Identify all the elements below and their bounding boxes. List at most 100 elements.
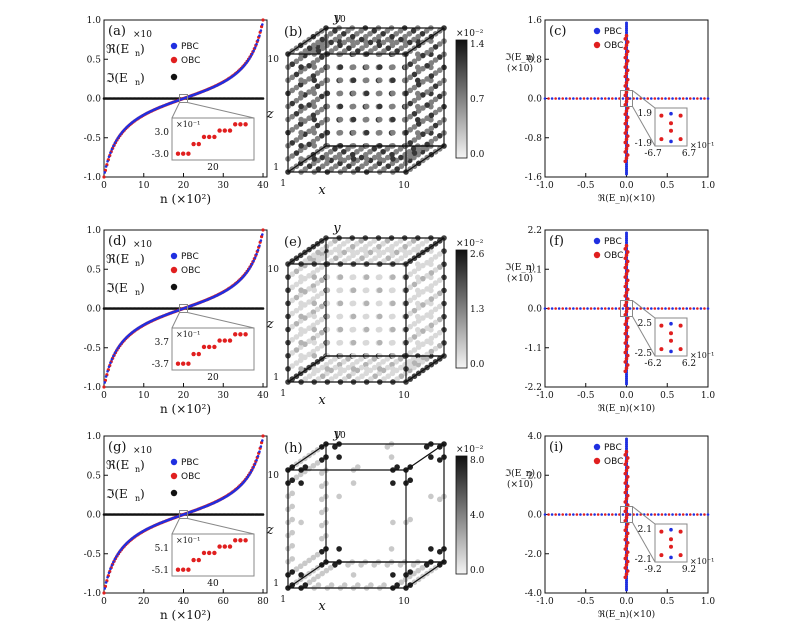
density-point bbox=[358, 364, 365, 371]
density-point bbox=[350, 77, 357, 84]
legend: ℜ(E n) PBC OBC ℑ(E n) bbox=[106, 458, 200, 503]
obc-point bbox=[674, 513, 678, 516]
pbc-point bbox=[564, 513, 568, 516]
density-point bbox=[310, 576, 317, 583]
pbc-point bbox=[625, 382, 628, 386]
density-point bbox=[311, 274, 318, 280]
density-point bbox=[289, 297, 296, 304]
obc-point bbox=[646, 97, 650, 100]
axis-label-z: z bbox=[266, 523, 274, 538]
density-point bbox=[411, 97, 418, 104]
density-point bbox=[376, 42, 383, 49]
obc-point bbox=[624, 497, 629, 501]
density-point bbox=[306, 115, 312, 122]
density-point bbox=[415, 108, 422, 114]
obc-point bbox=[703, 307, 706, 310]
density-point bbox=[297, 68, 304, 75]
density-point bbox=[328, 48, 335, 54]
density-point bbox=[314, 57, 321, 63]
density-point bbox=[390, 129, 396, 136]
obc-point bbox=[623, 247, 628, 251]
zoom-marker bbox=[620, 506, 633, 523]
density-point bbox=[354, 376, 361, 382]
density-point bbox=[297, 94, 304, 101]
density-point bbox=[397, 238, 404, 244]
pbc-point bbox=[109, 567, 112, 571]
density-point bbox=[289, 556, 296, 562]
density-point bbox=[349, 33, 356, 40]
pbc-point bbox=[543, 513, 547, 516]
legend-obc-marker bbox=[593, 41, 601, 49]
density-point bbox=[289, 490, 296, 497]
inset-point bbox=[669, 544, 673, 549]
density-point bbox=[420, 78, 426, 85]
density-point bbox=[324, 156, 331, 162]
legend-pbc-marker bbox=[170, 42, 178, 50]
density-point bbox=[345, 562, 351, 568]
complex-panel: -1.0 -0.5 0.0 0.5 1.0 1.6 0.8 0.0 -0.8 -1.6 ℜ(E_n)… bbox=[505, 16, 716, 204]
density-point bbox=[363, 77, 370, 84]
density-point bbox=[293, 150, 300, 156]
inset-ytick: 2.5 bbox=[638, 319, 653, 329]
density-point bbox=[311, 129, 318, 136]
obc-point bbox=[623, 528, 628, 532]
density-point bbox=[289, 153, 296, 159]
y-tick-label: 2.2 bbox=[528, 226, 542, 236]
y-tick-label: 2.0 bbox=[528, 471, 543, 481]
density-point bbox=[341, 166, 348, 172]
obc-point bbox=[261, 228, 265, 232]
obc-point bbox=[646, 513, 650, 516]
density-point bbox=[415, 68, 422, 75]
density-point bbox=[324, 64, 331, 70]
density-point bbox=[298, 116, 304, 123]
density-point bbox=[376, 326, 383, 333]
y-axis-scale: (×10) bbox=[507, 273, 533, 284]
density-point bbox=[310, 462, 317, 469]
density-point bbox=[302, 582, 309, 588]
obc-point bbox=[625, 316, 630, 320]
density-point bbox=[385, 255, 392, 262]
legend-obc-label: OBC bbox=[604, 41, 623, 51]
density-point bbox=[359, 255, 365, 262]
density-point bbox=[363, 103, 370, 110]
pbc-point bbox=[657, 97, 660, 100]
density-point bbox=[302, 560, 308, 567]
density-point bbox=[415, 304, 422, 311]
density-point bbox=[337, 313, 344, 320]
density-point bbox=[363, 42, 370, 49]
pbc-point bbox=[557, 97, 561, 100]
density-point bbox=[310, 554, 317, 561]
obc-point bbox=[623, 369, 628, 374]
obc-point bbox=[561, 97, 565, 100]
pbc-point bbox=[628, 307, 632, 310]
density-point bbox=[319, 570, 326, 577]
inset-point bbox=[217, 544, 222, 549]
density-point bbox=[389, 160, 396, 167]
obc-point bbox=[625, 344, 630, 348]
legend-imag-marker bbox=[170, 283, 178, 291]
density-point bbox=[420, 52, 426, 59]
density-point bbox=[323, 361, 330, 368]
colorbar-tick: 2.6 bbox=[470, 250, 485, 260]
pbc-point bbox=[671, 307, 674, 310]
inset-xtick: -6.2 bbox=[644, 359, 661, 369]
obc-point bbox=[703, 513, 706, 516]
obc-point bbox=[623, 341, 628, 345]
pbc-point bbox=[635, 97, 639, 100]
density-point bbox=[306, 272, 312, 279]
obc-point bbox=[575, 513, 579, 516]
obc-point bbox=[646, 307, 650, 310]
density-point bbox=[428, 322, 435, 329]
density-point bbox=[411, 320, 418, 327]
y-tick-label: 0.0 bbox=[528, 95, 543, 105]
density-point bbox=[420, 341, 426, 348]
colorbar-tick: 0.0 bbox=[470, 360, 485, 370]
density-point bbox=[381, 258, 387, 264]
colorbar bbox=[455, 249, 468, 369]
density-point bbox=[337, 103, 344, 110]
density-point bbox=[350, 103, 357, 110]
obc-point bbox=[624, 478, 629, 482]
density-point bbox=[410, 356, 417, 362]
pbc-point bbox=[250, 52, 254, 55]
density-point bbox=[411, 294, 418, 301]
